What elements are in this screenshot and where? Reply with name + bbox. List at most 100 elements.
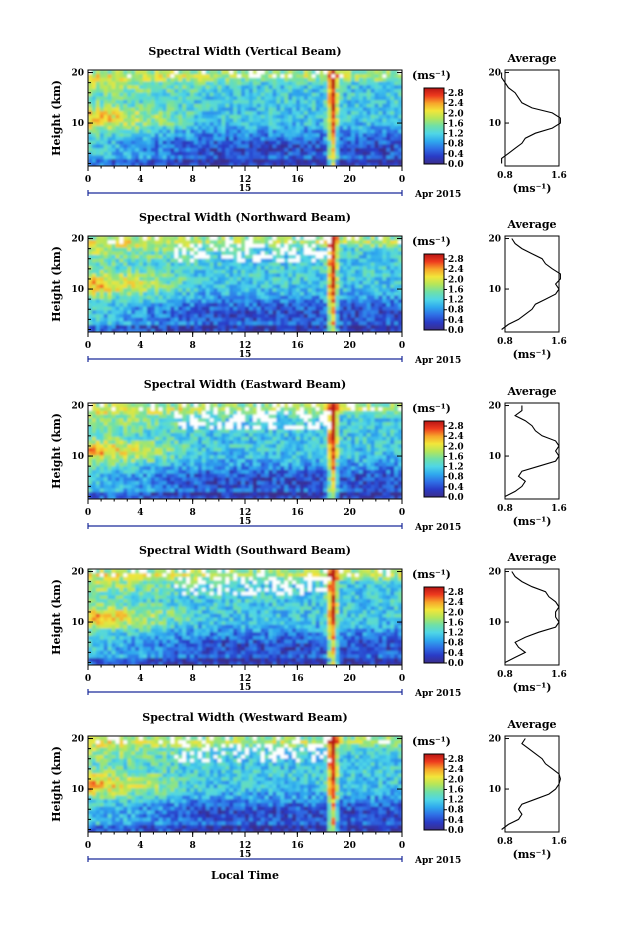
heatmap-cell: [264, 250, 270, 255]
heatmap-cell: [217, 313, 222, 318]
heatmap-cell: [162, 313, 167, 318]
heatmap-cell: [319, 484, 324, 489]
heatmap-cell: [221, 70, 226, 75]
profile-x-tick-label: 1.6: [551, 337, 567, 347]
heatmap-cell: [139, 258, 144, 263]
heatmap-cell: [370, 136, 376, 141]
heatmap-cell: [99, 236, 105, 241]
heatmap-cell: [264, 272, 270, 278]
heatmap-cell: [382, 280, 387, 285]
heatmap-cell: [303, 143, 309, 149]
heatmap-cell: [111, 236, 116, 241]
heatmap-cell: [323, 247, 328, 252]
heatmap-cell: [315, 125, 321, 130]
heatmap-cell: [170, 121, 175, 126]
heatmap-cell: [209, 269, 215, 274]
heatmap-cell: [296, 239, 301, 244]
heatmap-cell: [237, 70, 242, 75]
heatmap-cell: [166, 239, 171, 244]
heatmap-cell: [162, 99, 167, 104]
heatmap-cell: [268, 106, 273, 112]
heatmap-cell: [197, 95, 203, 101]
heatmap-cell: [394, 287, 399, 292]
heatmap-cell: [362, 236, 368, 241]
heatmap-cell: [150, 328, 156, 333]
heatmap-cell: [319, 269, 324, 274]
heatmap-cell: [241, 239, 246, 244]
heatmap-cell: [233, 70, 238, 75]
heatmap-cell: [170, 309, 175, 315]
heatmap-cell: [319, 84, 324, 89]
heatmap-cell: [303, 99, 309, 104]
heatmap-cell: [150, 154, 156, 160]
heatmap-cell: [221, 317, 226, 322]
heatmap-cell: [394, 320, 399, 326]
heatmap-cell: [197, 73, 203, 78]
heatmap-cell: [107, 265, 113, 270]
heatmap-cell: [139, 77, 144, 82]
heatmap-cell: [197, 469, 203, 474]
heatmap-cell: [209, 495, 215, 500]
heatmap-cell: [146, 243, 152, 248]
colorbar-unit: (ms⁻¹): [412, 235, 451, 248]
heatmap-cell: [343, 487, 348, 493]
heatmap-cell: [205, 261, 211, 267]
colorbar-tick-label: 1.2: [448, 130, 464, 140]
heatmap-cell: [335, 125, 340, 130]
heatmap-cell: [374, 328, 379, 333]
heatmap-cell: [343, 484, 348, 489]
heatmap-cell: [190, 103, 195, 108]
heatmap-cell: [268, 280, 273, 285]
heatmap-cell: [276, 280, 281, 285]
heatmap-cell: [374, 129, 379, 134]
heatmap-cell: [103, 243, 109, 248]
heatmap-cell: [390, 313, 395, 318]
heatmap-cell: [193, 320, 199, 326]
heatmap-cell: [307, 484, 313, 489]
heatmap-cell: [237, 272, 242, 278]
heatmap-cell: [370, 121, 376, 126]
heatmap-cell: [146, 280, 152, 285]
heatmap-cell: [91, 154, 97, 160]
heatmap-cell: [299, 143, 305, 149]
heatmap-cell: [162, 132, 167, 137]
heatmap-cell: [115, 77, 120, 82]
heatmap-cell: [170, 106, 175, 112]
heatmap-cell: [103, 302, 109, 307]
profile-x-tick-label: 0.8: [497, 171, 513, 181]
heatmap-cell: [366, 81, 372, 86]
heatmap-cell: [221, 328, 226, 333]
heatmap-cell: [394, 250, 399, 255]
heatmap-cell: [131, 276, 136, 281]
heatmap-cell: [178, 103, 183, 108]
heatmap-cell: [241, 121, 246, 126]
heatmap-cell: [213, 476, 219, 482]
heatmap-cell: [319, 317, 324, 322]
heatmap-cell: [350, 302, 356, 307]
heatmap-cell: [88, 95, 93, 101]
heatmap-cell: [248, 95, 254, 101]
heatmap-cell: [331, 487, 336, 493]
heatmap-cell: [347, 295, 352, 300]
heatmap-cell: [142, 265, 148, 270]
heatmap-cell: [319, 309, 324, 315]
heatmap-cell: [354, 77, 360, 82]
heatmap-cell: [299, 306, 305, 311]
heatmap-cell: [174, 151, 179, 156]
heatmap-cell: [135, 99, 140, 104]
heatmap-cell: [339, 276, 344, 281]
heatmap-cell: [280, 491, 285, 496]
heatmap-cell: [166, 121, 171, 126]
heatmap-cell: [358, 239, 364, 244]
heatmap-cell: [374, 125, 379, 130]
heatmap-cell: [88, 261, 93, 267]
heatmap-cell: [335, 121, 340, 126]
heatmap-cell: [299, 106, 305, 112]
heatmap-cell: [347, 473, 352, 478]
heatmap-cell: [209, 95, 215, 101]
heatmap-cell: [272, 269, 277, 274]
heatmap-cell: [252, 487, 258, 493]
heatmap-cell: [323, 324, 328, 329]
heatmap-cell: [386, 269, 391, 274]
heatmap-cell: [370, 287, 376, 292]
